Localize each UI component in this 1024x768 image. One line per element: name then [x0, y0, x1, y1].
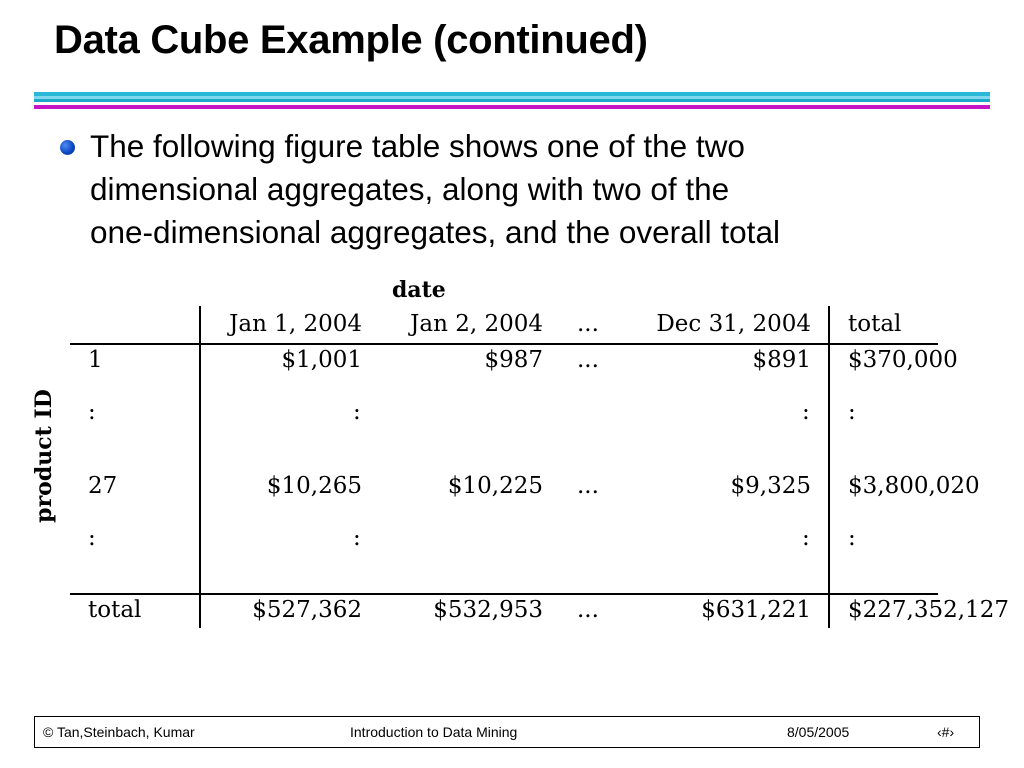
table-cell: ...	[577, 473, 599, 499]
table-cell: ...	[577, 347, 599, 373]
table-cell: $370,000	[848, 347, 958, 373]
title-rule-cyan-light	[34, 96, 990, 99]
table-divider-vertical-right	[828, 306, 830, 628]
row-id: 1	[88, 347, 103, 373]
header-cell: Jan 2, 2004	[410, 311, 543, 337]
header-cell: total	[848, 311, 902, 337]
table-cell: $9,325	[730, 473, 811, 499]
bullet-line-3: one-dimensional aggregates, and the over…	[90, 214, 780, 250]
table-divider-total	[70, 593, 938, 595]
table-cell: $1,001	[281, 347, 362, 373]
table-cell: $10,225	[447, 473, 543, 499]
row-group-label: product ID	[31, 389, 57, 523]
vertical-ellipsis: :	[353, 399, 361, 425]
vertical-ellipsis: :	[848, 399, 856, 425]
table-divider-header	[70, 343, 938, 345]
table-cell: $631,221	[701, 597, 811, 623]
vertical-ellipsis: :	[802, 399, 810, 425]
title-rule-cyan-dark	[34, 99, 990, 102]
table-cell: $532,953	[433, 597, 543, 623]
header-cell: Jan 1, 2004	[229, 311, 362, 337]
bullet-text: The following figure table shows one of …	[90, 125, 990, 254]
header-cell: Dec 31, 2004	[656, 311, 811, 337]
slide-title: Data Cube Example (continued)	[54, 18, 648, 62]
footer-course: Introduction to Data Mining	[350, 724, 518, 740]
footer-authors: © Tan,Steinbach, Kumar	[43, 724, 195, 740]
vertical-ellipsis: :	[353, 525, 361, 551]
title-rule-cyan	[34, 92, 990, 96]
table-cell: $987	[484, 347, 543, 373]
table-cell: ...	[577, 597, 599, 623]
table-divider-vertical-left	[199, 306, 201, 628]
title-rule-magenta	[34, 105, 990, 109]
footer-page-number: ‹#›	[937, 724, 955, 740]
vertical-ellipsis: :	[802, 525, 810, 551]
col-group-label: date	[392, 277, 446, 303]
bullet-line-1: The following figure table shows one of …	[90, 128, 745, 164]
row-id: total	[88, 597, 142, 623]
header-cell: ...	[577, 311, 599, 337]
table-cell: $891	[752, 347, 811, 373]
table-cell: $227,352,127	[848, 597, 1009, 623]
vertical-ellipsis: :	[88, 399, 96, 425]
table-cell: $10,265	[266, 473, 362, 499]
vertical-ellipsis: :	[848, 525, 856, 551]
row-id: 27	[88, 473, 118, 499]
bullet-dot-icon	[60, 140, 75, 155]
slide-footer: © Tan,Steinbach, Kumar Introduction to D…	[34, 716, 980, 748]
vertical-ellipsis: :	[88, 525, 96, 551]
footer-date: 8/05/2005	[787, 724, 850, 740]
bullet-line-2: dimensional aggregates, along with two o…	[90, 171, 730, 207]
table-cell: $527,362	[252, 597, 362, 623]
table-cell: $3,800,020	[848, 473, 980, 499]
